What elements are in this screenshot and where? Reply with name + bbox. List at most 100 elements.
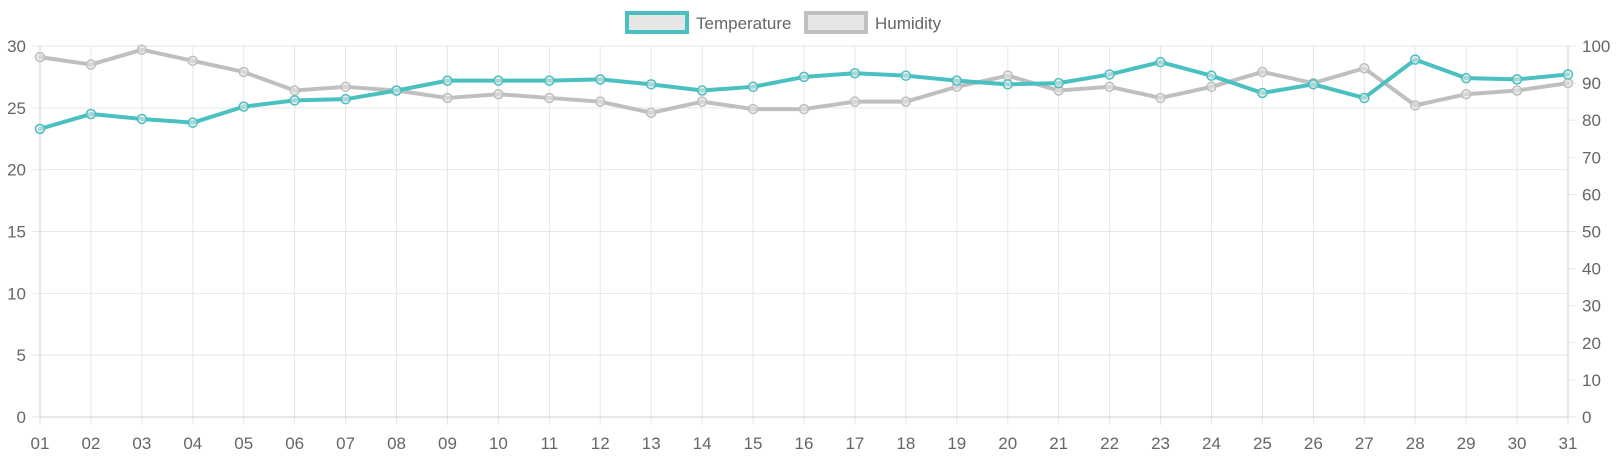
y-right-tick-label: 90	[1582, 74, 1601, 93]
temperature-data-point[interactable]	[391, 85, 402, 96]
x-tick-label: 18	[896, 434, 915, 453]
humidity-data-point[interactable]	[136, 44, 148, 55]
x-tick-label: 16	[795, 434, 814, 453]
temperature-data-point[interactable]	[1155, 56, 1166, 68]
temperature-data-point[interactable]	[493, 75, 504, 86]
humidity-data-point[interactable]	[289, 85, 300, 96]
y-left-tick-label: 5	[17, 346, 26, 365]
y-left-tick-label: 20	[7, 161, 26, 180]
legend-item-humidity[interactable]: Humidity	[804, 11, 942, 34]
x-tick-label: 28	[1406, 434, 1425, 453]
temperature-data-point[interactable]	[1206, 70, 1217, 81]
legend-swatch-temperature	[625, 11, 689, 34]
temperature-data-point[interactable]	[34, 123, 46, 135]
temperature-data-point[interactable]	[442, 75, 453, 86]
y-left-tick-label: 10	[7, 284, 26, 303]
y-left-tick-label: 0	[17, 408, 26, 427]
x-tick-label: 22	[1100, 434, 1119, 453]
temperature-data-point[interactable]	[747, 81, 759, 93]
humidity-data-point[interactable]	[1460, 88, 1472, 100]
humidity-data-point[interactable]	[696, 96, 708, 107]
x-tick-label: 17	[845, 434, 864, 453]
x-tick-label: 10	[489, 434, 508, 453]
y-right-tick-label: 60	[1582, 185, 1601, 204]
humidity-data-point[interactable]	[340, 81, 351, 93]
temperature-data-point[interactable]	[1104, 69, 1115, 80]
temperature-data-point[interactable]	[951, 75, 963, 86]
humidity-data-point[interactable]	[1511, 85, 1523, 96]
x-tick-label: 12	[591, 434, 610, 453]
temperature-data-point[interactable]	[900, 70, 912, 81]
humidity-data-point[interactable]	[85, 59, 97, 70]
x-tick-label: 27	[1355, 434, 1374, 453]
humidity-data-point[interactable]	[1104, 81, 1115, 93]
x-tick-label: 07	[336, 434, 355, 453]
x-tick-label: 15	[744, 434, 763, 453]
x-tick-label: 25	[1253, 434, 1272, 453]
temperature-data-point[interactable]	[136, 113, 148, 125]
humidity-data-point[interactable]	[442, 92, 453, 104]
x-tick-label: 29	[1457, 434, 1476, 453]
humidity-data-point[interactable]	[1562, 77, 1574, 89]
humidity-data-point[interactable]	[34, 51, 46, 63]
y-right-tick-label: 70	[1582, 148, 1601, 167]
legend[interactable]: Temperature Humidity	[625, 11, 942, 34]
temperature-data-point[interactable]	[1053, 77, 1064, 89]
legend-label-temperature: Temperature	[696, 14, 791, 33]
temperature-data-point[interactable]	[544, 75, 555, 86]
humidity-data-point[interactable]	[900, 96, 912, 107]
humidity-data-point[interactable]	[1359, 63, 1370, 74]
y-right-tick-label: 20	[1582, 334, 1601, 353]
x-tick-label: 19	[947, 434, 966, 453]
x-tick-label: 08	[387, 434, 406, 453]
humidity-data-point[interactable]	[187, 55, 199, 67]
y-right-tick-label: 80	[1582, 111, 1601, 130]
y-left-tick-label: 25	[7, 99, 26, 118]
temperature-data-point[interactable]	[1460, 72, 1472, 84]
y-right-tick-label: 10	[1582, 371, 1601, 390]
humidity-data-point[interactable]	[1206, 81, 1217, 93]
temperature-data-point[interactable]	[187, 117, 199, 128]
temperature-data-point[interactable]	[1409, 54, 1421, 65]
temperature-data-point[interactable]	[340, 93, 351, 105]
humidity-data-point[interactable]	[798, 103, 810, 115]
humidity-data-point[interactable]	[645, 107, 657, 119]
humidity-data-point[interactable]	[1155, 92, 1166, 104]
temperature-data-point[interactable]	[85, 108, 97, 120]
temperature-data-point[interactable]	[289, 95, 300, 106]
legend-item-temperature[interactable]: Temperature	[625, 11, 791, 34]
temperature-data-point[interactable]	[696, 85, 708, 96]
y-left-tick-label: 15	[7, 223, 26, 242]
legend-swatch-humidity	[804, 11, 868, 34]
temperature-data-point[interactable]	[798, 71, 810, 83]
temperature-data-point[interactable]	[645, 79, 657, 90]
x-tick-label: 30	[1508, 434, 1527, 453]
temperature-data-point[interactable]	[238, 101, 249, 112]
temperature-data-point[interactable]	[1308, 79, 1319, 90]
x-tick-label: 26	[1304, 434, 1323, 453]
x-tick-label: 02	[81, 434, 100, 453]
temperature-data-point[interactable]	[1257, 87, 1268, 99]
temperature-data-point[interactable]	[1511, 74, 1523, 85]
humidity-data-point[interactable]	[849, 96, 861, 107]
humidity-data-point[interactable]	[493, 88, 504, 100]
temperature-data-point[interactable]	[1359, 92, 1370, 104]
y-right-tick-label: 0	[1582, 408, 1591, 427]
humidity-data-point[interactable]	[1257, 66, 1268, 78]
temperature-data-point[interactable]	[849, 67, 861, 79]
series-layer	[34, 44, 1574, 135]
temperature-data-point[interactable]	[1002, 79, 1013, 90]
temperature-data-point[interactable]	[595, 74, 606, 85]
humidity-data-point[interactable]	[747, 103, 759, 115]
y-right-tick-label: 50	[1582, 223, 1601, 242]
temperature-data-point[interactable]	[1562, 69, 1574, 80]
humidity-data-point[interactable]	[1002, 70, 1013, 81]
legend-label-humidity: Humidity	[875, 14, 942, 33]
humidity-data-point[interactable]	[238, 66, 249, 78]
humidity-data-point[interactable]	[595, 96, 606, 107]
humidity-data-point[interactable]	[544, 92, 555, 104]
humidity-data-point[interactable]	[1409, 100, 1421, 111]
